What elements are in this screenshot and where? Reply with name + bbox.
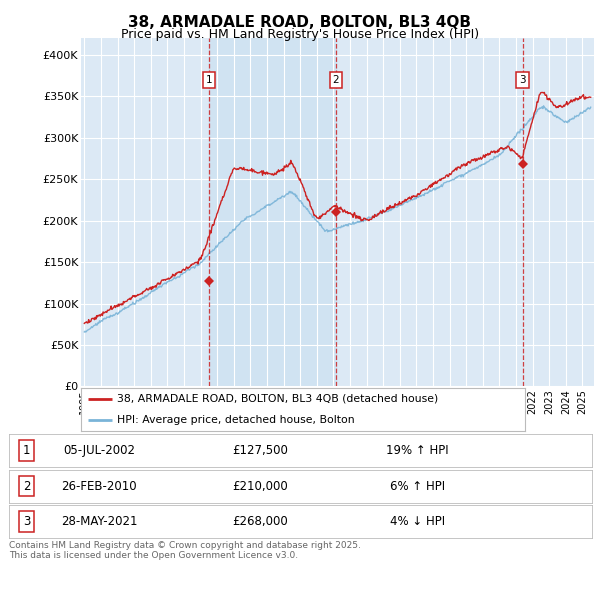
Text: 1: 1: [23, 444, 30, 457]
Text: 3: 3: [519, 75, 526, 85]
Text: £210,000: £210,000: [232, 480, 287, 493]
Bar: [209, 38, 336, 386]
Text: 38, ARMADALE ROAD, BOLTON, BL3 4QB (detached house): 38, ARMADALE ROAD, BOLTON, BL3 4QB (deta…: [116, 394, 438, 404]
Text: 4% ↓ HPI: 4% ↓ HPI: [389, 515, 445, 528]
Text: 2: 2: [332, 75, 339, 85]
Text: 19% ↑ HPI: 19% ↑ HPI: [386, 444, 449, 457]
Text: £127,500: £127,500: [232, 444, 288, 457]
Text: 6% ↑ HPI: 6% ↑ HPI: [389, 480, 445, 493]
Text: HPI: Average price, detached house, Bolton: HPI: Average price, detached house, Bolt…: [116, 415, 354, 425]
Text: Price paid vs. HM Land Registry's House Price Index (HPI): Price paid vs. HM Land Registry's House …: [121, 28, 479, 41]
Text: 05-JUL-2002: 05-JUL-2002: [64, 444, 136, 457]
Text: 1: 1: [206, 75, 212, 85]
Text: 38, ARMADALE ROAD, BOLTON, BL3 4QB: 38, ARMADALE ROAD, BOLTON, BL3 4QB: [128, 15, 472, 30]
Text: £268,000: £268,000: [232, 515, 287, 528]
Text: 26-FEB-2010: 26-FEB-2010: [62, 480, 137, 493]
Text: 2: 2: [23, 480, 30, 493]
Text: 3: 3: [23, 515, 30, 528]
Text: Contains HM Land Registry data © Crown copyright and database right 2025.
This d: Contains HM Land Registry data © Crown c…: [9, 541, 361, 560]
Text: 28-MAY-2021: 28-MAY-2021: [61, 515, 137, 528]
